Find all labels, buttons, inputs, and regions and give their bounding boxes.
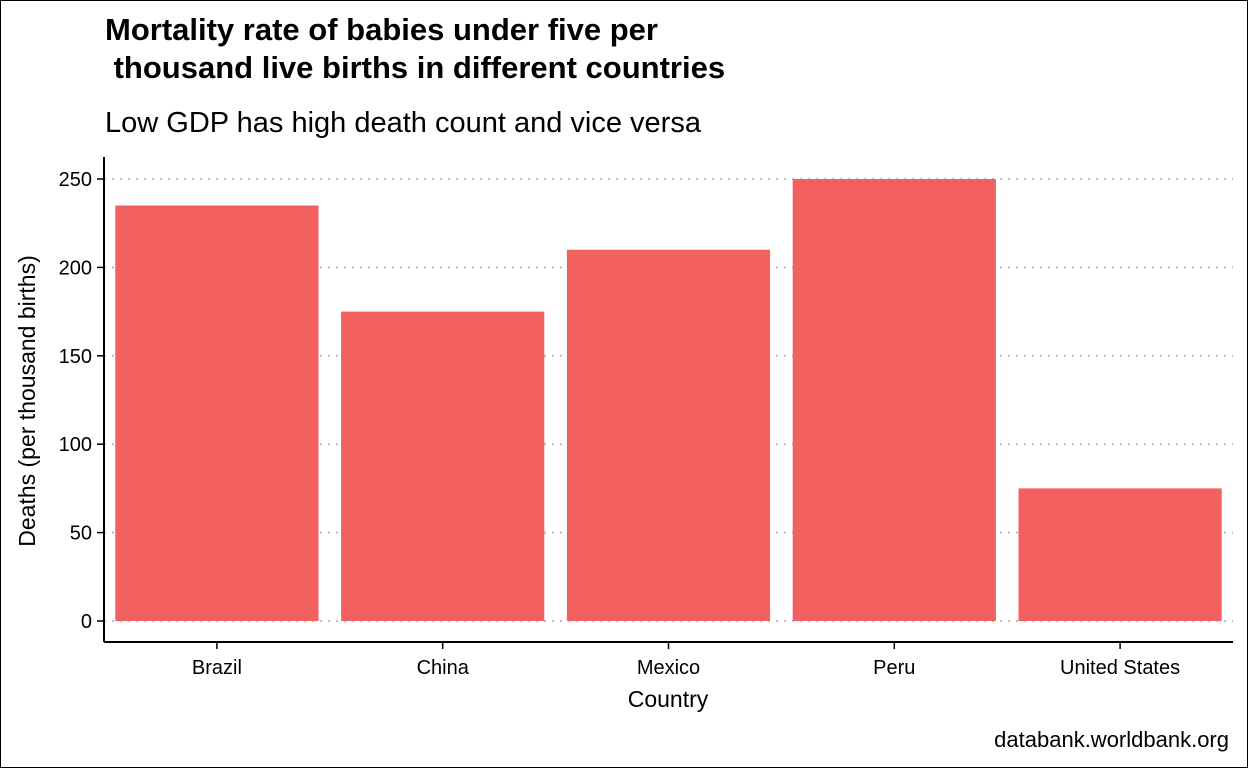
- y-axis-title: Deaths (per thousand births): [14, 255, 40, 547]
- y-axis: 0 50 100 150 200 250: [59, 157, 105, 642]
- bar-brazil: [115, 205, 319, 621]
- y-tick-label: 250: [59, 169, 92, 191]
- x-tick-label: Peru: [873, 657, 915, 679]
- x-tick-label: Mexico: [637, 657, 700, 679]
- source-caption: databank.worldbank.org: [994, 727, 1229, 752]
- x-axis: Brazil China Mexico Peru United States: [104, 641, 1233, 679]
- y-tick-label: 100: [59, 434, 92, 456]
- y-tick-label: 200: [59, 257, 92, 279]
- bar-mexico: [566, 249, 771, 621]
- y-tick-label: 50: [70, 523, 92, 545]
- bars: [115, 179, 1222, 621]
- x-tick-label: Brazil: [192, 657, 242, 679]
- y-tick-label: 0: [81, 611, 92, 633]
- y-tick-label: 150: [59, 346, 92, 368]
- x-tick-label: China: [417, 657, 470, 679]
- x-tick-label: United States: [1060, 657, 1180, 679]
- chart-title: Mortality rate of babies under five per …: [105, 12, 726, 85]
- chart-subtitle: Low GDP has high death count and vice ve…: [105, 107, 701, 139]
- bar-china: [341, 311, 545, 621]
- bar-united-states: [1018, 488, 1222, 621]
- x-axis-title: Country: [628, 686, 709, 712]
- bar-peru: [792, 179, 996, 621]
